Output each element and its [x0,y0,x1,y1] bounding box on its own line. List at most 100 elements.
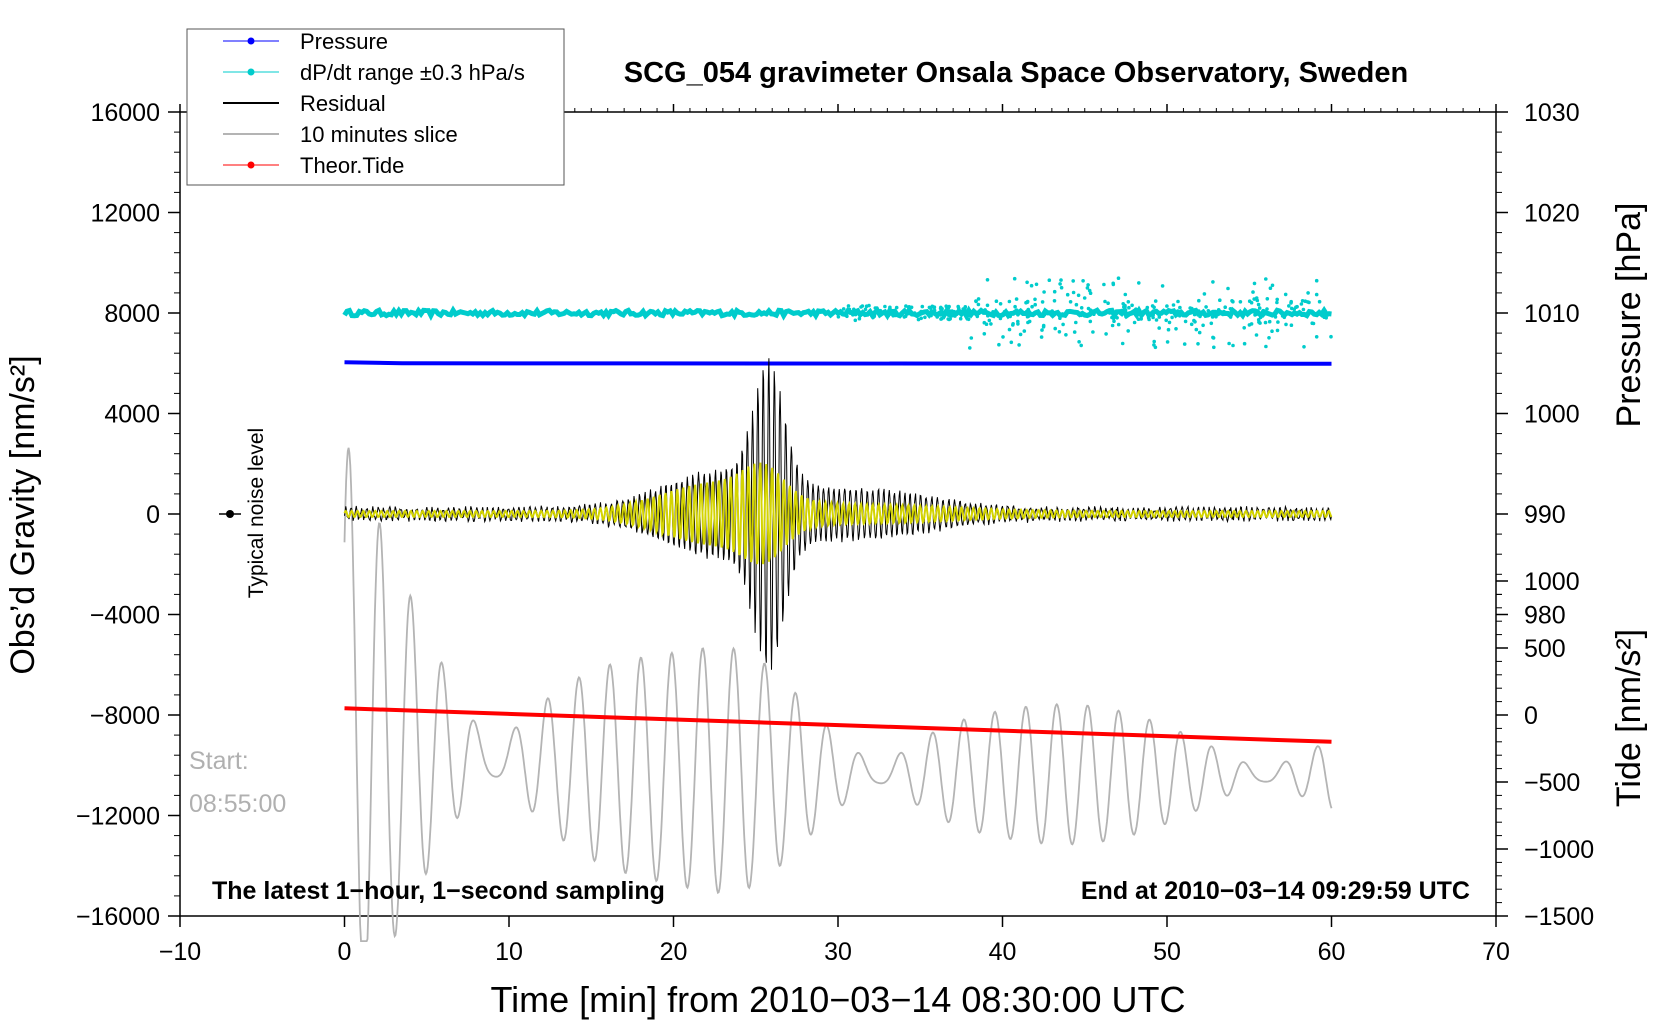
start-time: 08:55:00 [189,790,286,818]
dpdt-point [1167,320,1172,325]
dpdt-point [1174,327,1178,331]
footer-left-note: The latest 1−hour, 1−second sampling [212,877,665,905]
dpdt-point [1050,309,1054,313]
dpdt-point [875,309,879,313]
dpdt-point [946,317,950,321]
dpdt-point [1007,327,1012,332]
dpdt-point [1014,308,1019,313]
dpdt-point [873,306,878,310]
legend-marker-dpdt [247,68,255,76]
dpdt-point [1211,336,1216,340]
legend-item-dpdt: dP/dt range ±0.3 hPa/s [223,60,525,85]
dpdt-point [1086,283,1090,287]
dpdt-point [1257,306,1262,310]
dpdt-point [1273,315,1278,319]
dpdt-point [1227,341,1231,346]
dpdt-point [1238,300,1243,304]
dpdt-point [1047,278,1052,283]
x-tick-label: 20 [660,938,688,966]
dpdt-point [1153,299,1158,303]
dpdt-point [1132,320,1137,325]
dpdt-point [1175,309,1180,313]
dpdt-point [1252,310,1257,314]
dpdt-point [1111,282,1116,287]
dpdt-point [1176,299,1180,304]
dpdt-point [1192,312,1197,317]
dpdt-point [989,322,993,326]
dpdt-point [1197,330,1202,335]
dpdt-point [1164,309,1169,314]
dpdt-point [841,307,846,311]
dpdt-point [1058,282,1062,286]
dpdt-point [1157,326,1161,330]
dpdt-point [1116,322,1121,327]
legend-box [186,28,565,186]
tide-tick-label: −500 [1524,769,1580,797]
dpdt-point [1116,276,1121,281]
dpdt-point [956,306,961,311]
dpdt-point [1064,333,1068,337]
dpdt-point [1040,328,1044,332]
dpdt-point [924,310,928,314]
dpdt-point [1212,345,1216,350]
dpdt-point [1301,307,1306,312]
dpdt-point [1103,299,1107,304]
dpdt-point [1282,315,1287,320]
dpdt-point [1154,318,1159,322]
dpdt-point [1009,340,1014,345]
y-tick-label: −4000 [90,602,160,630]
dpdt-point [1197,298,1201,303]
pressure-series [344,360,1332,366]
dpdt-point [1261,309,1265,313]
dpdt-point [1119,308,1124,313]
dpdt-point [1275,300,1279,305]
dpdt-point [1041,325,1046,329]
dpdt-point [1226,286,1230,291]
dpdt-point [1022,329,1027,333]
dpdt-point [1267,336,1271,340]
dpdt-point [1072,330,1077,334]
dpdt-point [1275,297,1279,302]
dpdt-point [853,318,858,323]
dpdt-point [1295,304,1299,309]
dpdt-point [1137,281,1141,285]
dpdt-point [1314,335,1319,339]
dpdt-point [1088,308,1093,312]
x-tick-label: 10 [495,938,523,966]
dpdt-point [1039,335,1044,339]
dpdt-point [1013,304,1017,309]
dpdt-point [1120,341,1125,346]
noise-level-label: Typical noise level [245,428,268,598]
x-tick-label: 60 [1318,938,1346,966]
dpdt-point [907,311,911,316]
dpdt-point [857,312,862,317]
dpdt-point [1042,313,1047,317]
y-tick-label: 12000 [90,200,160,228]
dpdt-point [958,311,962,315]
slice-line [343,447,1333,942]
dpdt-point [903,310,907,314]
dpdt-point [985,303,990,308]
dpdt-point [1053,326,1057,331]
dpdt-point [1034,282,1039,287]
legend-label-residual: Residual [300,91,386,116]
dpdt-point [1198,314,1202,319]
dpdt-point [894,305,899,310]
dpdt-point [919,316,923,321]
dpdt-point [1276,320,1280,324]
dpdt-point [961,307,965,311]
dpdt-point [930,304,935,309]
pressure-tick-label: 1030 [1524,99,1580,127]
y-axis-left-label: Obs’d Gravity [nm/s²] [4,355,42,674]
dpdt-point [1076,293,1081,298]
dpdt-point [907,305,911,309]
dpdt-point [1123,308,1128,312]
dpdt-point [1071,279,1075,283]
dpdt-point [1012,276,1017,281]
dpdt-point [904,304,908,308]
dpdt-point [1201,323,1205,328]
dpdt-point [1289,299,1293,304]
dpdt-point [1257,320,1261,324]
dpdt-point [1254,333,1259,337]
dpdt-point [1314,278,1319,283]
